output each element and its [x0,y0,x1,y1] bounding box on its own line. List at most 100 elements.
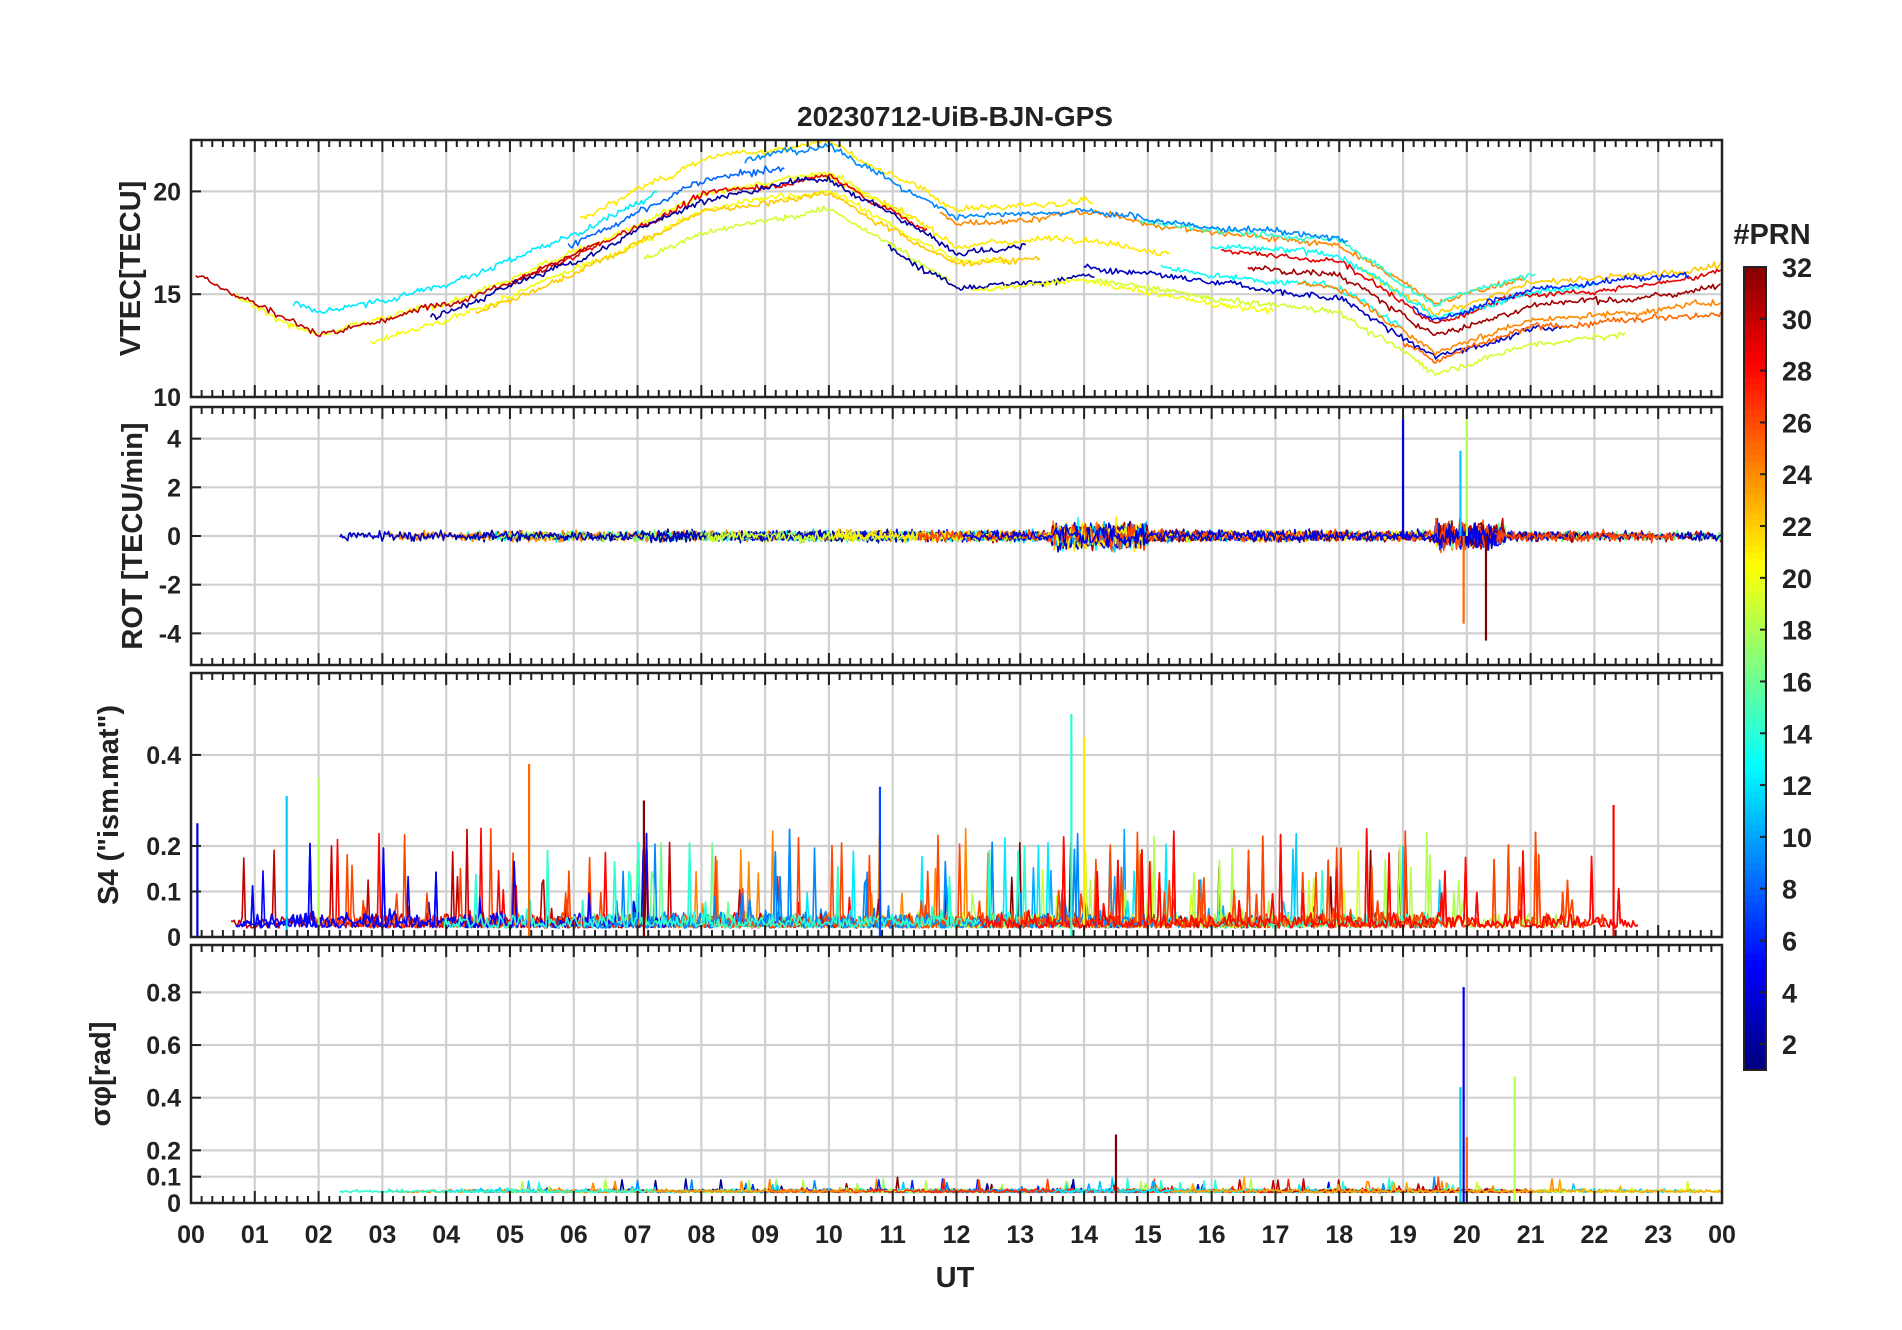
series-line-prn-24 [939,209,1525,306]
colorbar-tick-label: 6 [1782,926,1797,956]
colorbar-swatch [1744,538,1766,546]
colorbar-tick-label: 18 [1782,616,1812,646]
series-group [230,827,1639,929]
colorbar-swatch [1744,324,1766,333]
series-line-prn-20 [972,278,1274,315]
colorbar-swatch [1744,519,1766,527]
y-tick-label: 0.4 [146,1085,181,1113]
colorbar-swatch [1744,836,1766,844]
colorbar-swatch [1744,732,1766,741]
colorbar-swatch [1744,551,1766,559]
colorbar-swatch [1744,383,1766,391]
series-line-prn-6 [1412,271,1690,322]
colorbar-swatch [1744,434,1766,443]
colorbar-swatch [1744,486,1766,495]
colorbar-swatch [1744,493,1766,501]
colorbar-swatch [1744,1011,1766,1019]
y-tick-label: 15 [153,281,181,309]
colorbar-tick-label: 32 [1782,253,1812,283]
colorbar-swatch [1744,363,1766,372]
colorbar-swatch [1744,311,1766,320]
colorbar-swatch [1744,998,1766,1006]
colorbar-swatch [1744,726,1766,734]
colorbar-swatch [1744,1063,1766,1071]
series-line-prn-3 [1083,263,1563,360]
colorbar-swatch [1744,408,1766,417]
x-tick-label: 14 [1070,1221,1098,1249]
y-tick-label: -4 [159,620,181,648]
colorbar-swatch [1744,927,1766,935]
y-tick-label: 4 [167,426,181,454]
x-tick-label: 10 [815,1221,843,1249]
x-tick-label: 00 [177,1221,205,1249]
series-line-prn-25 [1402,311,1722,364]
x-tick-label: 18 [1325,1221,1353,1249]
colorbar-swatch [1744,577,1766,585]
colorbar-swatch [1744,266,1766,274]
colorbar-swatch [1744,959,1766,967]
colorbar-swatch [1744,816,1766,825]
colorbar-swatch [1744,376,1766,385]
x-tick-label: 16 [1198,1221,1226,1249]
colorbar-swatch [1744,888,1766,896]
colorbar-swatch [1744,655,1766,663]
series-line-prn-8 [567,165,785,249]
colorbar-swatch [1744,285,1766,294]
x-tick-label: 23 [1644,1221,1672,1249]
colorbar-swatch [1744,1043,1766,1052]
x-axis-label: UT [936,1262,975,1294]
y-tick-label: 0.1 [146,878,181,906]
colorbar-swatch [1744,719,1766,728]
series-line-prn-30 [195,241,600,338]
series-line-prn-20 [233,171,914,337]
colorbar-swatch [1744,350,1766,359]
colorbar-swatch [1744,544,1766,553]
series-group [195,140,1722,377]
colorbar-swatch [1744,635,1766,644]
colorbar-swatch [1744,1004,1766,1013]
series-line-prn-9 [744,142,1348,244]
series-line-prn-29 [1221,248,1722,324]
colorbar-tick-label: 26 [1782,408,1812,438]
colorbar-swatch [1744,939,1766,948]
series-line-prn-14 [339,1181,656,1194]
colorbar-swatch [1744,583,1766,592]
colorbar-swatch [1744,298,1766,307]
colorbar-swatch [1744,415,1766,423]
series-line-prn-20 [370,190,1011,345]
series-line-prn-21 [579,140,1093,220]
colorbar-swatch [1744,849,1766,857]
x-tick-label: 11 [879,1221,906,1249]
x-tick-label: 22 [1581,1221,1609,1249]
colorbar-tick-label: 16 [1782,667,1812,697]
colorbar-swatch [1744,829,1766,838]
x-tick-label: 05 [496,1221,524,1249]
colorbar-swatch [1744,668,1766,676]
colorbar-swatch [1744,920,1766,929]
x-tick-label: 13 [1006,1221,1034,1249]
colorbar-swatch [1744,460,1766,469]
x-tick-label: 01 [241,1221,269,1249]
colorbar-frame [1743,266,1767,1071]
colorbar-swatch [1744,978,1766,987]
colorbar-swatch [1744,687,1766,695]
colorbar-tick-label: 12 [1782,771,1812,801]
colorbar-swatch [1744,745,1766,754]
x-tick-label: 12 [943,1221,971,1249]
y-tick-label: 0 [167,924,181,952]
colorbar-swatch [1744,758,1766,767]
colorbar-swatch [1744,1030,1766,1039]
y-tick-label: 0 [167,523,181,551]
y-axis-label: VTEC[TECU] [115,181,147,357]
x-tick-label: 03 [368,1221,396,1249]
colorbar-swatch [1744,629,1766,637]
panel-3: 0 0.1 0.2 0.4 S4 ("ism.mat") [93,671,1724,952]
colorbar-swatch [1744,855,1766,864]
series-line-prn-31 [1247,265,1721,337]
series-line-prn-14 [443,841,1027,929]
colorbar-swatch [1744,862,1766,870]
colorbar-swatch [1744,616,1766,624]
series-line-prn-3 [339,529,707,544]
